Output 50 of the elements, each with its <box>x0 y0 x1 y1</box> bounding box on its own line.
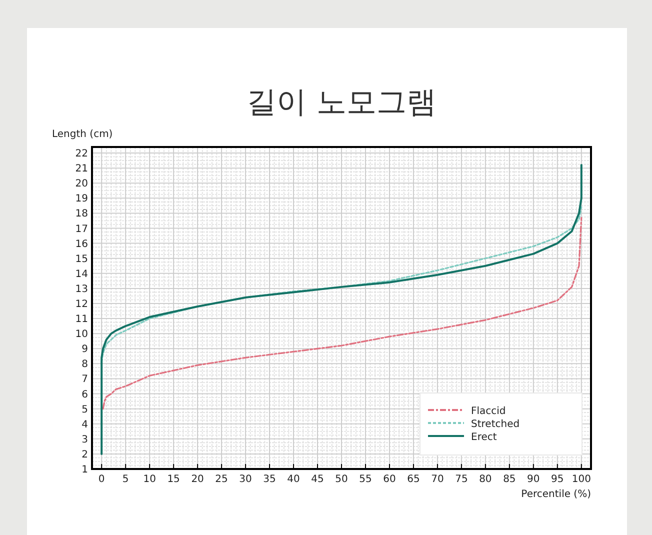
y-tick-label: 18 <box>75 208 88 220</box>
legend-label: Flaccid <box>471 406 506 417</box>
y-tick-label: 16 <box>75 238 88 250</box>
y-tick-label: 21 <box>75 164 88 175</box>
x-tick-label: 20 <box>191 474 204 485</box>
x-tick-label: 60 <box>383 474 396 485</box>
x-tick-label: 10 <box>143 474 156 485</box>
y-axis-title: Length (cm) <box>52 129 113 140</box>
x-tick-label: 95 <box>551 474 564 485</box>
x-tick-label: 45 <box>311 474 324 485</box>
x-tick-label: 65 <box>407 474 420 485</box>
y-tick-label: 12 <box>75 298 88 310</box>
x-tick-label: 0 <box>98 474 105 485</box>
y-tick-label: 13 <box>75 284 88 295</box>
y-tick-label: 19 <box>75 194 88 205</box>
y-tick-label: 9 <box>82 344 88 356</box>
x-tick-label: 25 <box>215 474 228 485</box>
y-tick-label: 10 <box>75 329 88 340</box>
chart-title: 길이 노모그램 <box>246 85 436 120</box>
y-tick-label: 5 <box>82 404 88 416</box>
x-tick-label: 15 <box>167 474 180 485</box>
y-tick-label: 22 <box>75 148 88 160</box>
y-tick-label: 11 <box>75 314 88 326</box>
x-tick-label: 70 <box>431 474 444 485</box>
y-tick-label: 3 <box>82 434 88 446</box>
x-tick-label: 55 <box>359 474 372 485</box>
x-tick-label: 85 <box>503 474 516 485</box>
y-tick-label: 1 <box>82 464 88 476</box>
x-tick-label: 5 <box>122 474 129 485</box>
y-tick-label: 15 <box>75 254 88 265</box>
x-tick-label: 75 <box>455 474 468 485</box>
legend-label: Erect <box>471 432 497 443</box>
line-series <box>100 164 582 455</box>
legend-label: Stretched <box>471 419 520 430</box>
y-tick-label: 17 <box>75 224 88 235</box>
x-tick-label: 90 <box>527 474 540 485</box>
y-tick-label: 14 <box>75 268 88 280</box>
x-tick-label: 40 <box>287 474 300 485</box>
y-tick-label: 20 <box>75 178 88 190</box>
y-tick-label: 7 <box>82 374 88 386</box>
y-tick-label: 4 <box>82 419 88 430</box>
y-tick-label: 2 <box>82 449 88 460</box>
x-tick-label: 35 <box>263 474 276 485</box>
x-tick-label: 100 <box>572 474 591 485</box>
x-axis-title: Percentile (%) <box>521 489 592 500</box>
y-tick-label: 6 <box>82 389 88 400</box>
y-tick-label: 8 <box>82 359 88 370</box>
x-tick-label: 30 <box>239 474 252 485</box>
x-tick-label: 50 <box>335 474 348 485</box>
x-tick-label: 80 <box>479 474 492 485</box>
